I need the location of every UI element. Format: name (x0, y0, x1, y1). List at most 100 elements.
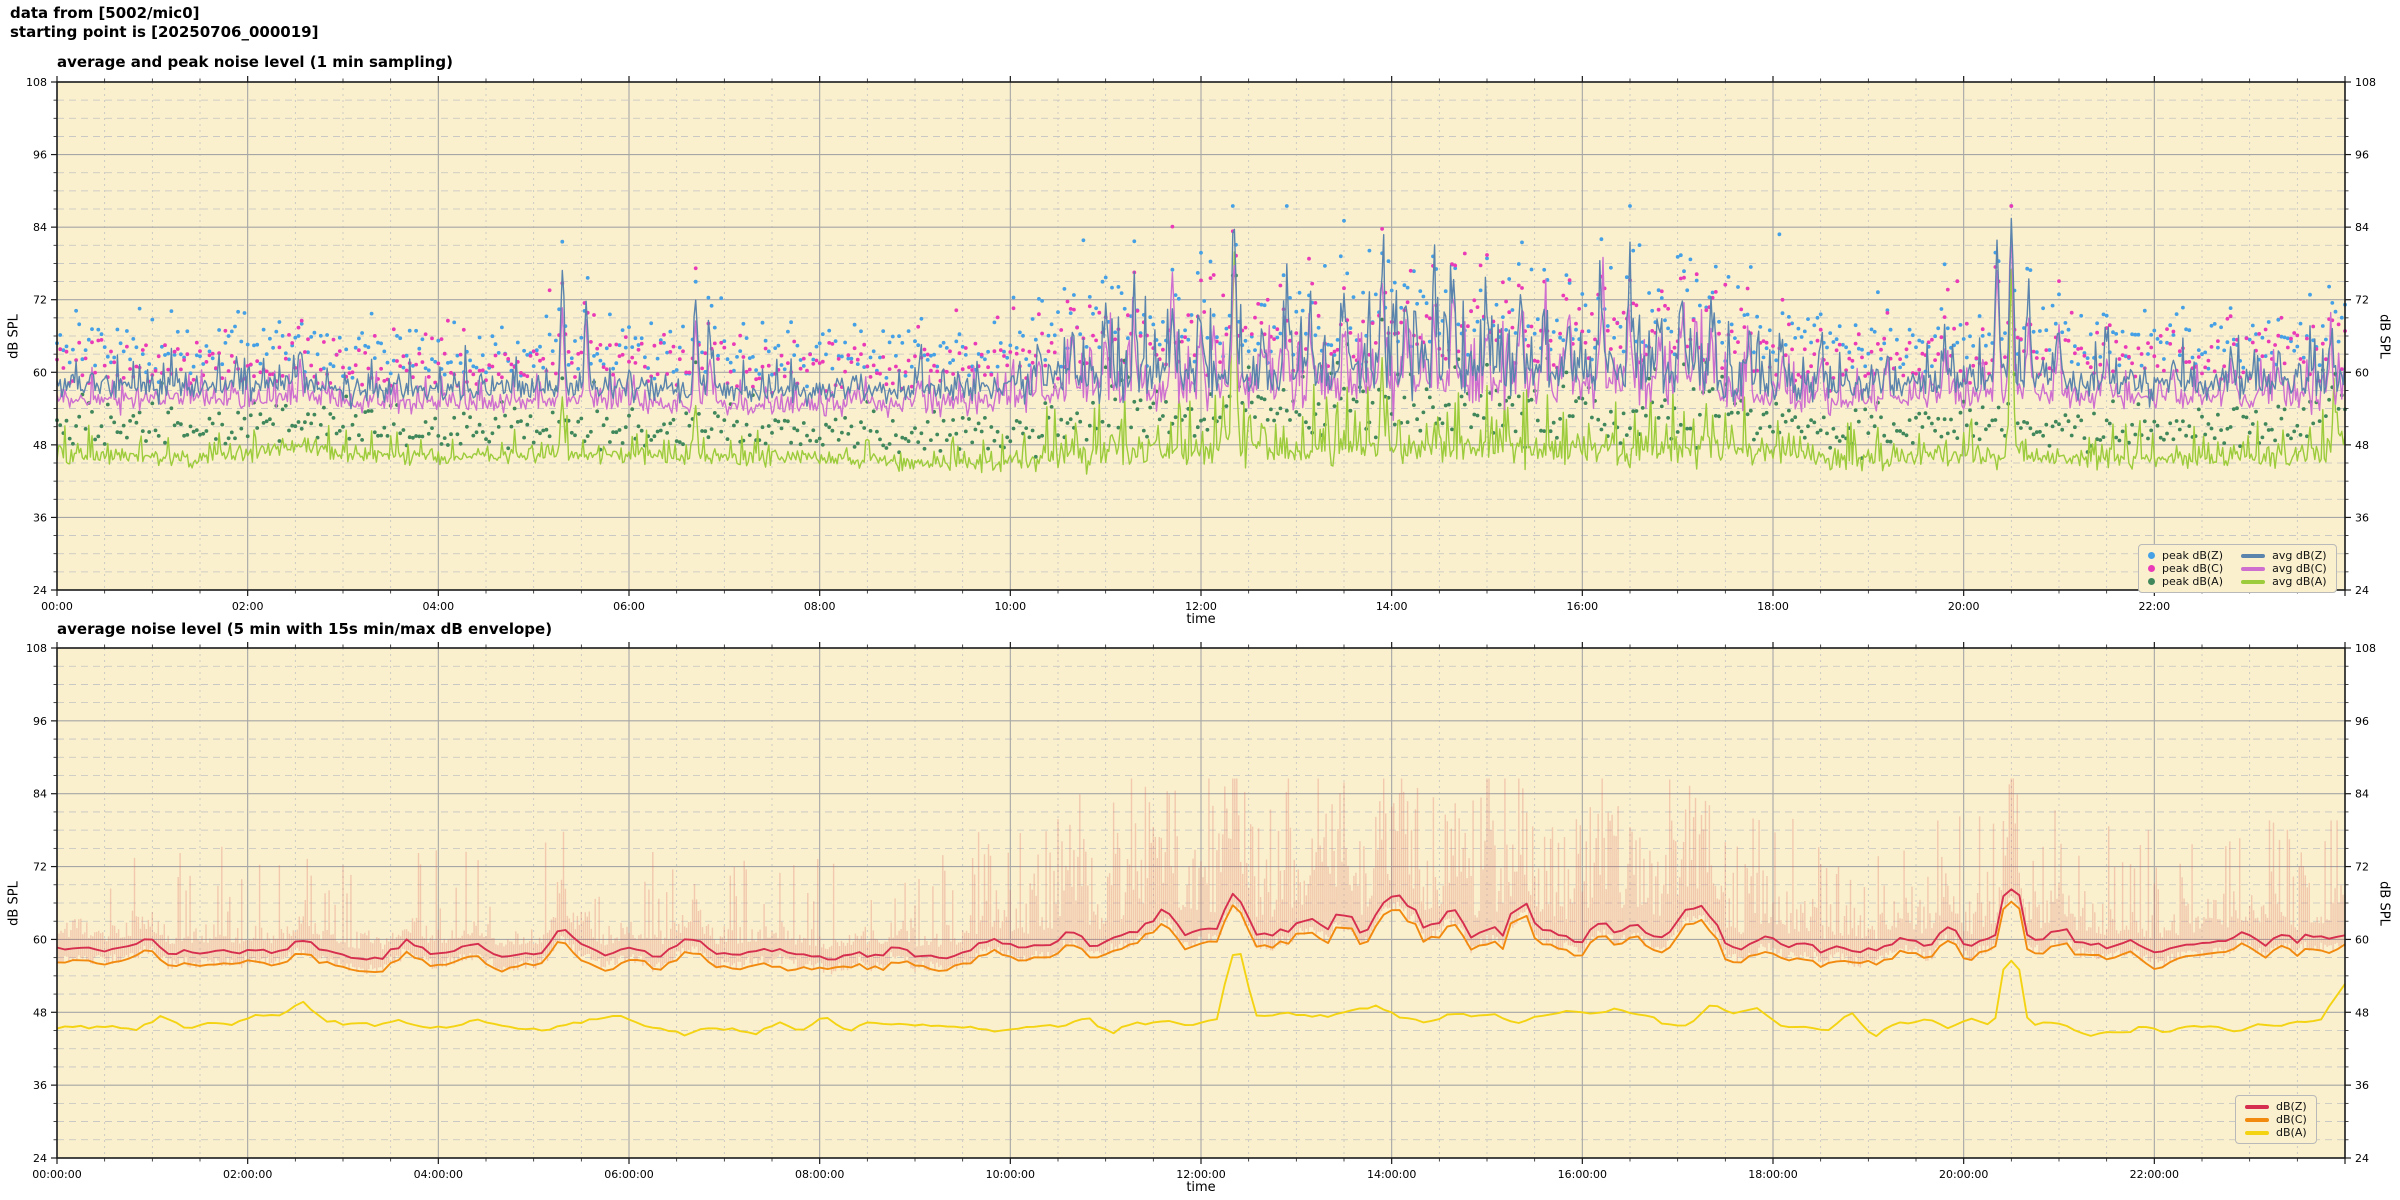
top-chart-title: average and peak noise level (1 min samp… (57, 53, 453, 71)
legend-label: peak dB(C) (2162, 562, 2224, 575)
y-tick-label-left: 108 (26, 76, 47, 89)
x-tick-label: 06:00:00 (604, 1168, 653, 1181)
x-tick-label: 22:00:00 (2130, 1168, 2179, 1181)
x-tick-label: 02:00 (232, 600, 264, 613)
y-tick-label-right: 24 (2355, 584, 2369, 597)
x-tick-label: 04:00 (422, 600, 454, 613)
x-tick-label: 04:00:00 (414, 1168, 463, 1181)
y-tick-label-right: 108 (2355, 642, 2376, 655)
y-tick-label-right: 96 (2355, 715, 2369, 728)
y-tick-label-left: 36 (33, 1079, 47, 1092)
legend-label: avg dB(A) (2272, 575, 2327, 588)
dbc-5min-line (56, 900, 2346, 974)
legend-label: peak dB(A) (2162, 575, 2223, 588)
y-tick-label-left: 72 (33, 861, 47, 874)
legend-dot-marker (2148, 552, 2155, 559)
avg-dbz-line (56, 217, 2346, 410)
x-tick-label: 12:00:00 (1176, 1168, 1225, 1181)
top-xlabel: time (1186, 612, 1216, 627)
x-tick-label: 08:00:00 (795, 1168, 844, 1181)
y-tick-label-right: 72 (2355, 294, 2369, 307)
top-ylabel-right: dB SPL (2376, 314, 2392, 359)
y-tick-label-right: 36 (2355, 511, 2369, 524)
x-tick-label: 06:00 (613, 600, 645, 613)
y-tick-label-left: 84 (33, 221, 47, 234)
dbz-5min-line (56, 888, 2346, 961)
legend-label: dB(C) (2276, 1113, 2307, 1126)
legend-item: avg dB(Z) (2241, 549, 2327, 562)
y-tick-label-right: 60 (2355, 933, 2369, 946)
legend-label: peak dB(Z) (2162, 549, 2224, 562)
bottom-ylabel-right: dB SPL (2376, 881, 2392, 926)
legend-item: dB(A) (2245, 1126, 2307, 1139)
legend-item: peak dB(C) (2148, 562, 2223, 575)
top-ylabel-left: dB SPL (6, 314, 22, 359)
bottom-chart-title: average noise level (5 min with 15s min/… (57, 620, 553, 638)
x-tick-label: 10:00 (994, 600, 1026, 613)
legend-line-marker (2241, 553, 2266, 558)
y-tick-label-left: 36 (33, 511, 47, 524)
bottom-ylabel-left: dB SPL (6, 881, 22, 926)
legend-line-marker (2241, 579, 2266, 584)
legend-label: dB(A) (2276, 1126, 2307, 1139)
avg-dba-line (56, 251, 2346, 475)
legend-line-marker (2245, 1130, 2269, 1135)
y-tick-label-right: 84 (2355, 221, 2369, 234)
y-tick-label-right: 48 (2355, 1006, 2369, 1019)
x-tick-label: 20:00:00 (1939, 1168, 1988, 1181)
legend-line-marker (2241, 566, 2266, 571)
legend-item: peak dB(Z) (2148, 549, 2223, 562)
y-tick-label-left: 108 (26, 642, 47, 655)
x-tick-label: 18:00 (1757, 600, 1789, 613)
dba-5min-line (56, 953, 2346, 1038)
y-tick-label-right: 24 (2355, 1152, 2369, 1165)
legend-item: peak dB(A) (2148, 575, 2223, 588)
y-tick-label-left: 84 (33, 788, 47, 801)
y-tick-label-left: 96 (33, 149, 47, 162)
x-tick-label: 16:00:00 (1558, 1168, 1607, 1181)
x-tick-label: 14:00:00 (1367, 1168, 1416, 1181)
legend-line-marker (2245, 1104, 2269, 1109)
y-tick-label-right: 72 (2355, 861, 2369, 874)
y-tick-label-right: 48 (2355, 439, 2369, 452)
x-tick-label: 10:00:00 (986, 1168, 1035, 1181)
x-tick-label: 12:00 (1185, 600, 1217, 613)
y-tick-label-left: 48 (33, 439, 47, 452)
legend-item: dB(C) (2245, 1113, 2307, 1126)
y-tick-label-left: 60 (33, 933, 47, 946)
x-tick-label: 18:00:00 (1748, 1168, 1797, 1181)
legend-item: avg dB(A) (2241, 575, 2327, 588)
x-tick-label: 00:00 (41, 600, 73, 613)
bottom-chart-legend: dB(Z) dB(C) dB(A) (2235, 1095, 2317, 1144)
top-chart-legend: peak dB(Z) avg dB(Z) peak dB(C) avg dB(C) pe… (2138, 544, 2337, 593)
y-tick-label-left: 72 (33, 294, 47, 307)
y-tick-label-left: 24 (33, 1152, 47, 1165)
x-tick-label: 00:00:00 (32, 1168, 81, 1181)
header-data-source: data from [5002/mic0] (10, 4, 200, 22)
legend-label: avg dB(C) (2272, 562, 2327, 575)
legend-dot-marker (2148, 565, 2155, 572)
x-tick-label: 22:00 (2138, 600, 2170, 613)
y-tick-label-left: 96 (33, 715, 47, 728)
y-tick-label-right: 60 (2355, 366, 2369, 379)
legend-item: dB(Z) (2245, 1100, 2307, 1113)
y-tick-label-right: 36 (2355, 1079, 2369, 1092)
legend-line-marker (2245, 1117, 2269, 1122)
axes-spine (56, 81, 2346, 591)
x-tick-label: 14:00 (1376, 600, 1408, 613)
bottom-xlabel: time (1186, 1180, 1216, 1195)
legend-item: avg dB(C) (2241, 562, 2327, 575)
header-starting-point: starting point is [20250706_000019] (10, 23, 319, 41)
y-tick-label-right: 96 (2355, 149, 2369, 162)
y-tick-label-left: 24 (33, 584, 47, 597)
peak-dbz-scatter (55, 204, 2347, 389)
axes-spine (56, 647, 2346, 1159)
y-tick-label-right: 84 (2355, 788, 2369, 801)
y-tick-label-right: 108 (2355, 76, 2376, 89)
y-tick-label-left: 48 (33, 1006, 47, 1019)
x-tick-label: 20:00 (1948, 600, 1980, 613)
legend-label: dB(Z) (2276, 1100, 2307, 1113)
x-tick-label: 16:00 (1566, 600, 1598, 613)
